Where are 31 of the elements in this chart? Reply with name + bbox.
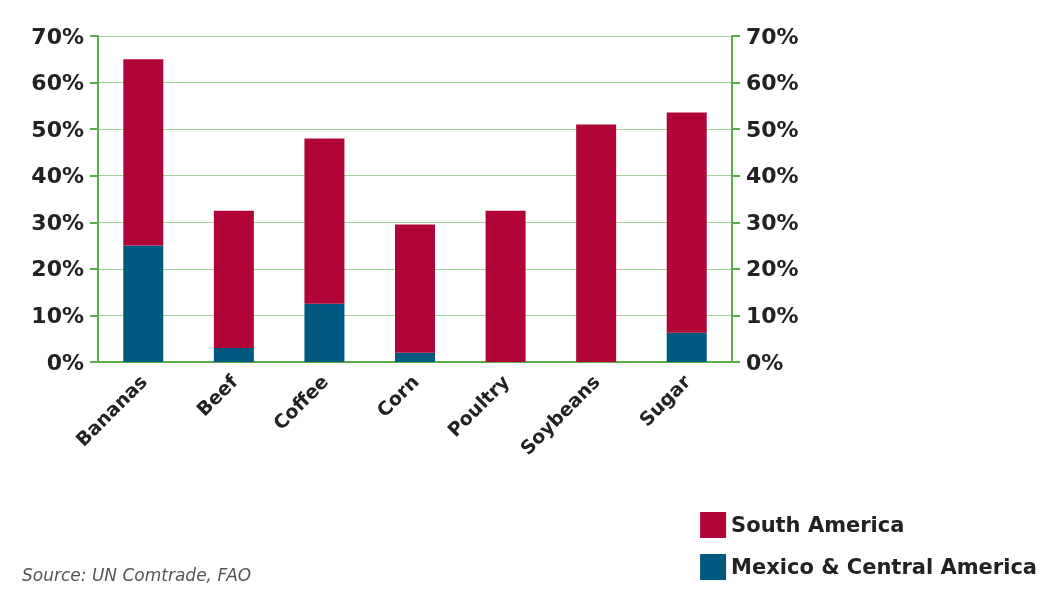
legend-label: Mexico & Central America [731,555,1038,579]
y2-tick-label: 30% [746,209,799,235]
y-tick-label: 10% [31,302,84,328]
bar [304,138,345,304]
y2-tick-label: 50% [746,116,799,142]
bar [395,352,435,362]
bar [666,112,707,333]
bar [123,59,164,246]
y-tick-label: 40% [31,163,84,189]
legend-label: South America [731,513,905,537]
y2-tick-label: 10% [746,302,799,328]
y2-tick-label: 40% [746,163,799,189]
bar [395,224,435,353]
bar [576,124,617,362]
bar [123,245,164,362]
y-tick-label: 50% [31,116,84,142]
y-tick-label: 70% [31,23,84,49]
source-note: Source: UN Comtrade, FAO [22,564,252,585]
bar [666,332,707,362]
y2-tick-label: 20% [746,256,799,282]
bar [213,348,254,362]
y2-tick-label: 0% [746,349,784,375]
y2-tick-label: 70% [746,23,799,49]
y-tick-label: 0% [46,349,84,375]
y-tick-label: 60% [31,70,84,96]
bar [304,303,345,362]
y2-tick-label: 60% [746,70,799,96]
y-tick-label: 20% [31,256,84,282]
bar [213,210,254,349]
bar [485,210,526,362]
y-tick-label: 30% [31,209,84,235]
